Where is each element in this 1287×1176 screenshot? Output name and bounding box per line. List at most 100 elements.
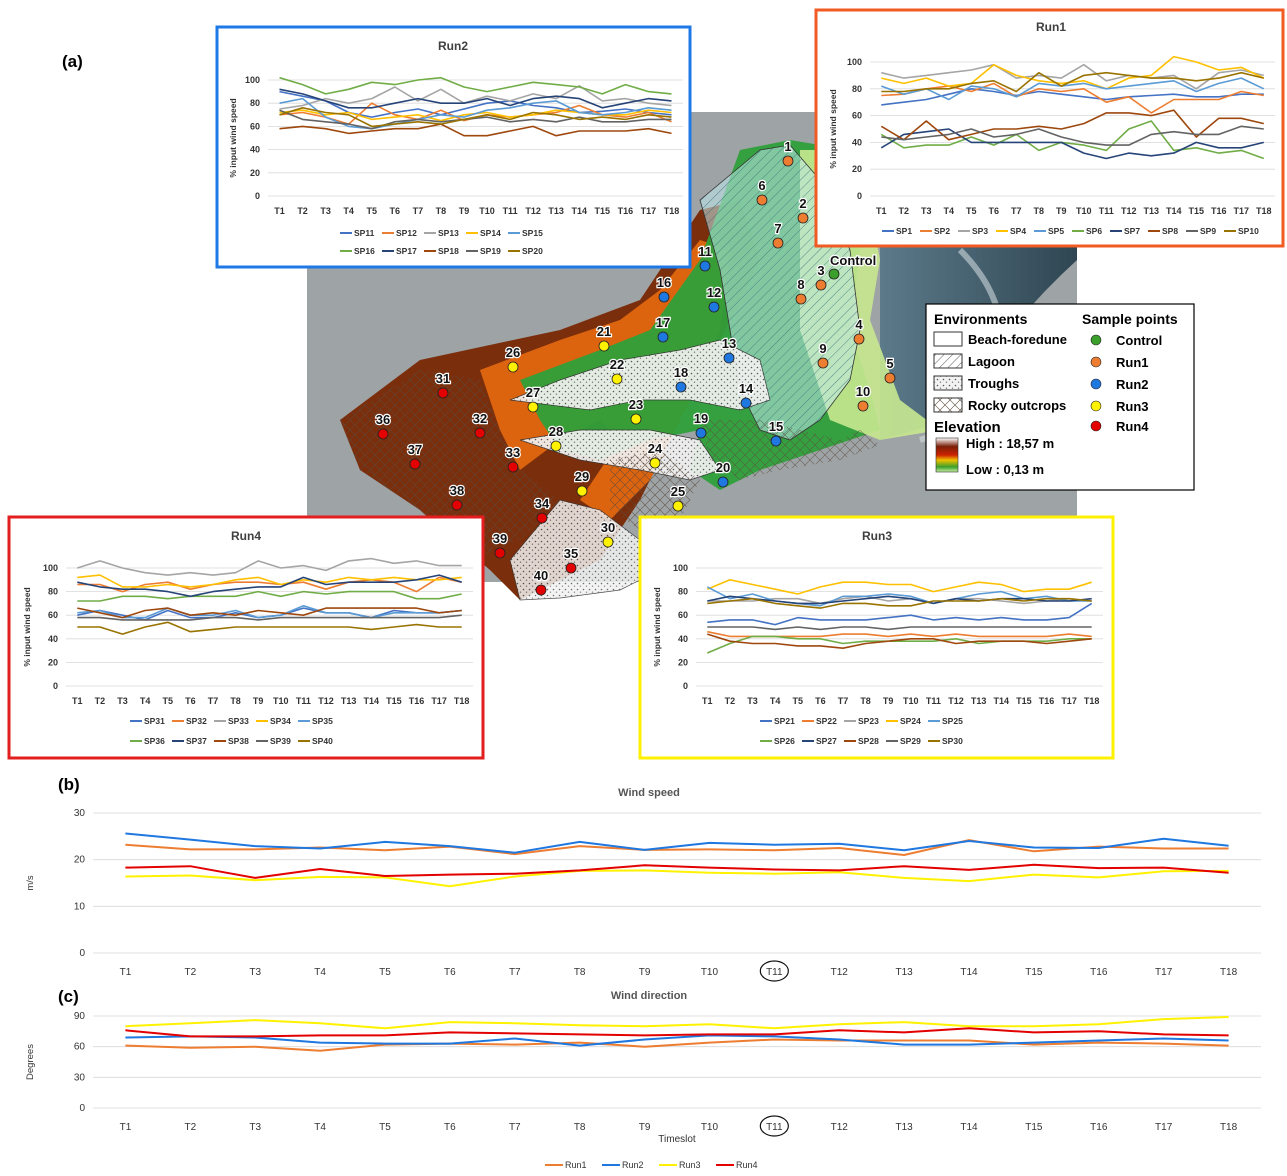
legend-label: SP24 — [900, 716, 921, 726]
rocky-outcrop-zone — [340, 370, 560, 560]
sample-point-label: 10 — [856, 384, 870, 399]
x-tick-label: T9 — [639, 967, 651, 978]
series-line-run1 — [125, 1038, 1229, 1052]
x-tick-label: T13 — [971, 696, 987, 706]
sample-point-label: 34 — [535, 496, 550, 511]
x-tick-label: T14 — [960, 1122, 978, 1133]
series-line-sp4 — [881, 55, 1265, 90]
x-tick-label: T17 — [431, 696, 447, 706]
sample-point-19: 19 — [693, 410, 709, 439]
sample-point-9: 9 — [817, 340, 829, 369]
rocky-outcrops-swatch — [933, 397, 963, 413]
sample-point-label: 12 — [707, 285, 721, 300]
sample-point-marker — [797, 212, 809, 224]
x-tick-label: T5 — [366, 206, 377, 216]
y-tick-label: 100 — [43, 563, 58, 573]
x-tick-label: T6 — [390, 206, 401, 216]
y-axis-label: % input wind speed — [228, 98, 238, 177]
sample-point-10: 10 — [855, 383, 871, 412]
sample-point-label: 38 — [450, 483, 464, 498]
legend-label: SP3 — [972, 226, 988, 236]
x-tick-label: T15 — [1016, 696, 1032, 706]
legend-label: SP1 — [896, 226, 912, 236]
run4-chart-panel — [7, 515, 485, 760]
sample-point-label: 30 — [601, 520, 615, 535]
y-tick-label: 80 — [48, 587, 58, 597]
legend-sp-marker — [1090, 400, 1102, 412]
sample-point-29: 29 — [574, 468, 590, 497]
sample-point-label: 14 — [739, 381, 754, 396]
series-line-sp13 — [279, 85, 672, 110]
sample-point-25: 25 — [670, 483, 686, 512]
series-line-run2 — [125, 832, 1229, 854]
chart-title: Run2 — [438, 39, 468, 53]
x-tick-label: T12 — [831, 967, 849, 978]
x-tick-label: T13 — [548, 206, 564, 216]
legend-label: SP19 — [480, 246, 501, 256]
legend-label: SP15 — [522, 228, 543, 238]
x-tick-label: T11 — [766, 1122, 783, 1133]
series-line-sp18 — [279, 123, 672, 137]
sample-point-marker — [828, 268, 840, 280]
sample-point-label: 6 — [758, 178, 765, 193]
chart-title: Wind direction — [611, 990, 688, 1002]
x-tick-label: T18 — [1220, 967, 1238, 978]
legend-label: Run2 — [622, 1160, 644, 1170]
x-tick-label: T13 — [895, 1122, 913, 1133]
x-tick-label: T18 — [1256, 206, 1272, 216]
sample-point-marker — [377, 428, 389, 440]
run4-line-chart: Run4 0 20 40 60 80 100 % input wind speed T1 T2 T3… — [22, 529, 473, 746]
x-tick-label: T6 — [815, 696, 826, 706]
y-tick-label: 60 — [852, 111, 862, 121]
sample-point-label: 23 — [629, 397, 643, 412]
legend-label: SP9 — [1200, 226, 1216, 236]
sample-point-marker — [772, 237, 784, 249]
y-tick-label: 100 — [245, 75, 260, 85]
sample-point-label: 4 — [855, 317, 863, 332]
sample-point-label: 3 — [817, 263, 824, 278]
x-tick-label: T4 — [770, 696, 781, 706]
x-tick-label: T16 — [1090, 1122, 1108, 1133]
y-tick-label: 30 — [74, 1072, 86, 1083]
highlight-ring — [759, 960, 789, 982]
legend-label: SP16 — [354, 246, 375, 256]
legend-label: SP4 — [1010, 226, 1026, 236]
sample-point-34: 34 — [534, 495, 551, 524]
x-tick-label: T2 — [297, 206, 308, 216]
legend-label: SP18 — [438, 246, 459, 256]
x-tick-label: T3 — [249, 1122, 261, 1133]
sample-point-label: 24 — [648, 441, 663, 456]
x-tick-label: T6 — [185, 696, 196, 706]
legend-sp-marker — [1090, 420, 1102, 432]
sample-point-8: 8 — [795, 276, 807, 305]
x-tick-label: T17 — [1155, 967, 1173, 978]
x-tick-label: T3 — [921, 206, 932, 216]
x-tick-label: T15 — [386, 696, 402, 706]
legend-label: SP39 — [270, 736, 291, 746]
direction-line-chart: Wind direction 0 30 60 90 Degrees T1 T2 T3 T4 T5 T6… — [25, 990, 1261, 1145]
sample-point-33: 33 — [505, 444, 521, 473]
x-tick-label: T5 — [379, 1122, 391, 1133]
run1-line-chart: Run1 0 20 40 60 80 100 % input wind speed T1 T2 T3… — [828, 20, 1275, 236]
legend-sp-marker — [1090, 378, 1102, 390]
sample-point-38: 38 — [449, 482, 465, 511]
series-line-sp32 — [77, 576, 462, 593]
sample-point-label: 7 — [774, 221, 781, 236]
legend-label: Run1 — [565, 1160, 587, 1170]
sample-point-label: 40 — [534, 568, 548, 583]
sample-point-marker — [602, 536, 614, 548]
legend-label: SP21 — [774, 716, 795, 726]
sample-point-marker — [723, 352, 735, 364]
x-tick-label: T10 — [701, 967, 719, 978]
legend-label: SP13 — [438, 228, 459, 238]
x-tick-label: T12 — [948, 696, 964, 706]
x-tick-label: T6 — [444, 967, 456, 978]
rocky-outcrop-zone — [700, 420, 880, 480]
x-tick-label: T7 — [1011, 206, 1022, 216]
elevation-colorbar — [935, 437, 959, 473]
x-tick-label: T11 — [926, 696, 941, 706]
x-tick-label: T16 — [1090, 967, 1108, 978]
sample-point-marker — [695, 427, 707, 439]
y-tick-label: 20 — [250, 168, 260, 178]
x-tick-label: T15 — [1025, 967, 1043, 978]
